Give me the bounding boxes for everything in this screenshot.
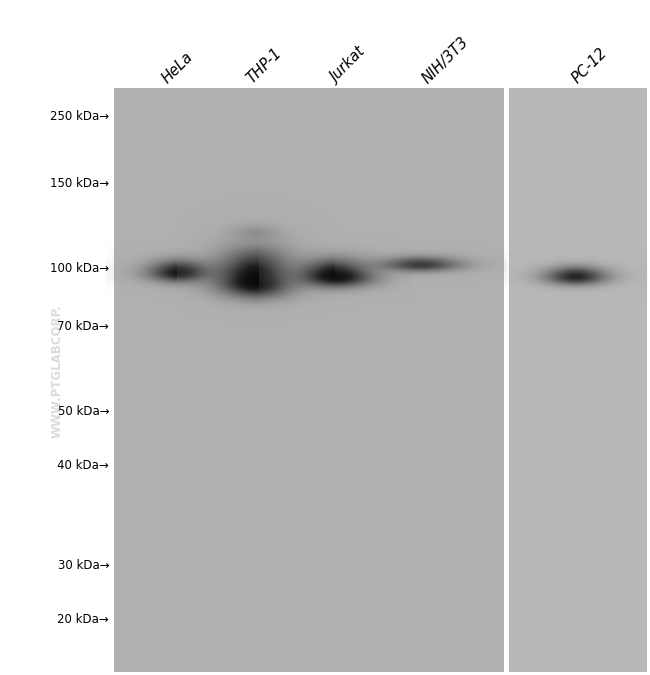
Text: THP-1: THP-1 xyxy=(244,46,285,86)
Text: PC-12: PC-12 xyxy=(569,45,610,86)
Text: 20 kDa→: 20 kDa→ xyxy=(57,613,109,626)
Text: 50 kDa→: 50 kDa→ xyxy=(58,405,109,418)
Text: 30 kDa→: 30 kDa→ xyxy=(58,559,109,572)
Text: 40 kDa→: 40 kDa→ xyxy=(57,459,109,472)
Text: HeLa: HeLa xyxy=(159,49,196,86)
Bar xyxy=(509,88,647,672)
Text: Jurkat: Jurkat xyxy=(328,45,369,86)
Bar xyxy=(504,88,509,672)
Text: 150 kDa→: 150 kDa→ xyxy=(50,177,109,190)
Bar xyxy=(114,88,504,672)
Text: 100 kDa→: 100 kDa→ xyxy=(50,262,109,275)
Text: 70 kDa→: 70 kDa→ xyxy=(57,320,109,333)
Text: 250 kDa→: 250 kDa→ xyxy=(50,109,109,123)
Text: WWW.PTGLABCORP.: WWW.PTGLABCORP. xyxy=(51,304,64,438)
Text: NIH/3T3: NIH/3T3 xyxy=(419,34,471,86)
